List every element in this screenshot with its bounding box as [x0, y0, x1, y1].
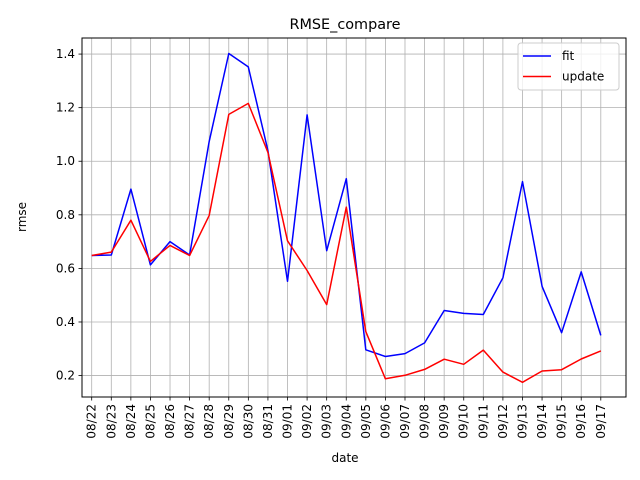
x-tick-label: 08/23	[104, 404, 118, 439]
x-tick-label: 08/28	[202, 404, 216, 439]
x-tick-label: 08/26	[163, 404, 177, 439]
x-axis-title: date	[331, 451, 358, 465]
grid	[82, 38, 626, 397]
x-tick-label: 09/16	[574, 404, 588, 439]
x-tick-label: 08/29	[222, 404, 236, 439]
x-tick-label: 09/09	[437, 404, 451, 439]
axis-ticks: 08/22 08/23 08/24 08/25 08/26 08/27 08/28 08/29…	[56, 47, 608, 439]
x-tick-label: 09/05	[359, 404, 373, 439]
x-tick-label: 09/06	[378, 404, 392, 439]
plot-frame	[81, 37, 627, 398]
chart-title: RMSE_compare	[290, 17, 401, 33]
y-tick-label: 0.6	[56, 261, 75, 275]
legend-label-update: update	[562, 70, 604, 84]
y-tick-label: 1.4	[56, 47, 75, 61]
x-tick-label: 09/15	[555, 404, 569, 439]
x-tick-label: 08/24	[124, 404, 138, 439]
y-tick-label: 1.0	[56, 154, 75, 168]
x-tick-label: 09/07	[398, 404, 412, 439]
legend-label-fit: fit	[562, 49, 575, 63]
series-line-fit	[91, 52, 602, 358]
y-tick-label: 0.4	[56, 315, 75, 329]
x-tick-label: 09/01	[281, 404, 295, 439]
x-tick-label: 09/04	[339, 404, 353, 439]
y-tick-label: 0.2	[56, 369, 75, 383]
legend-box	[517, 42, 620, 91]
x-tick-label: 09/17	[594, 404, 608, 439]
x-tick-label: 09/14	[535, 404, 549, 439]
x-tick-label: 08/31	[261, 404, 275, 439]
x-tick-label: 08/27	[183, 404, 197, 439]
x-tick-label: 09/08	[418, 404, 432, 439]
y-tick-label: 0.8	[56, 208, 75, 222]
y-tick-label: 1.2	[56, 101, 75, 115]
x-tick-label: 09/12	[496, 404, 510, 439]
series-line-update	[91, 102, 602, 384]
y-axis-title: rmse	[15, 202, 29, 232]
legend: fit update	[517, 42, 620, 91]
x-tick-label: 09/02	[300, 404, 314, 439]
x-tick-label: 09/11	[476, 404, 490, 439]
x-tick-label: 08/22	[85, 404, 99, 439]
x-tick-label: 09/03	[320, 404, 334, 439]
x-tick-label: 09/13	[515, 404, 529, 439]
x-tick-label: 08/30	[241, 404, 255, 439]
x-tick-label: 08/25	[143, 404, 157, 439]
x-tick-label: 09/10	[457, 404, 471, 439]
plot-series	[91, 52, 602, 384]
